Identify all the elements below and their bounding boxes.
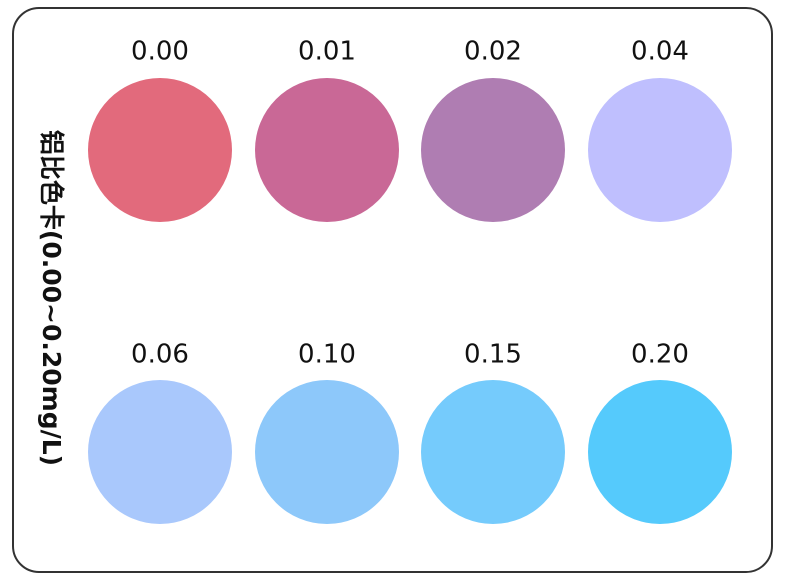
color-swatch — [588, 78, 732, 222]
swatch-label: 0.20 — [631, 340, 689, 370]
color-swatch — [88, 78, 232, 222]
swatch-label: 0.00 — [131, 37, 189, 67]
swatch-label: 0.10 — [298, 340, 356, 370]
color-swatch — [421, 78, 565, 222]
swatch-label: 0.02 — [464, 37, 522, 67]
swatch-label: 0.15 — [464, 340, 522, 370]
color-swatch — [421, 380, 565, 524]
color-swatch — [88, 380, 232, 524]
color-swatch — [255, 78, 399, 222]
swatch-label: 0.06 — [131, 340, 189, 370]
swatch-label: 0.01 — [298, 37, 356, 67]
color-swatch — [255, 380, 399, 524]
swatch-label: 0.04 — [631, 37, 689, 67]
card-title: 铝比色卡(0.00~0.20mg/L) — [37, 130, 66, 466]
color-swatch — [588, 380, 732, 524]
